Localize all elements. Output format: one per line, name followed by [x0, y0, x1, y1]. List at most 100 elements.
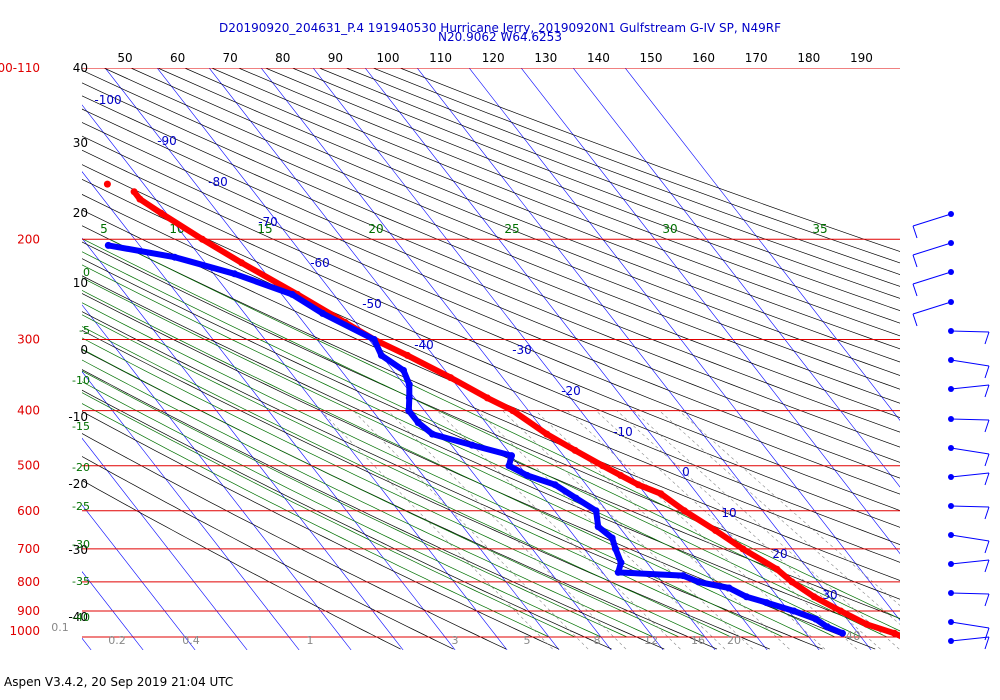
- temperature-point: [136, 195, 144, 203]
- wind-barb-flag: [912, 283, 918, 297]
- isotherm-label: 10: [721, 506, 736, 520]
- dewpoint-point: [505, 462, 513, 470]
- dry-adiabat: [82, 122, 900, 463]
- top-tick-label: 130: [534, 51, 557, 65]
- temperature-point: [483, 394, 491, 402]
- height-label: 20: [73, 206, 88, 220]
- isotherm-label: -40: [414, 338, 434, 352]
- mixing-ratio-line: [535, 410, 790, 650]
- dewpoint-point: [725, 584, 733, 592]
- isotherm-label: -10: [613, 425, 633, 439]
- top-tick-label: 160: [692, 51, 715, 65]
- mixing-ratio-label: 1: [307, 634, 314, 647]
- top-tick-label: 90: [328, 51, 343, 65]
- temperature-point: [571, 446, 579, 454]
- temperature-point: [773, 565, 781, 573]
- top-tick-label: 140: [587, 51, 610, 65]
- mixing-ratio-label: 20: [727, 634, 741, 647]
- moist-adiabat: [82, 337, 706, 638]
- moist-adiabat-label: 25: [504, 222, 519, 236]
- isotherm-label: 0: [682, 465, 690, 479]
- dewpoint-point: [617, 559, 625, 567]
- chart-subtitle: N20.9062 W64.6253: [438, 30, 562, 44]
- mixing-ratio-line: [595, 410, 858, 650]
- height-label: 10: [73, 276, 88, 290]
- dry-adiabat: [237, 68, 900, 324]
- temperature-point: [103, 180, 111, 188]
- temperature-point: [130, 188, 138, 196]
- dewpoint-point: [288, 290, 296, 298]
- moist-adiabat-label: -40: [72, 611, 90, 624]
- moist-adiabat-label: -25: [72, 500, 90, 513]
- wind-barb-shaft: [950, 447, 990, 455]
- dry-adiabat: [82, 433, 507, 650]
- mixing-ratio-label: 8: [594, 634, 601, 647]
- moist-adiabat-label: 5: [100, 222, 108, 236]
- pressure-label: 100-110: [0, 61, 40, 75]
- top-tick-label: 190: [850, 51, 873, 65]
- temperature-point: [238, 259, 246, 267]
- temperature-point: [447, 374, 455, 382]
- moist-adiabat-label: -5: [79, 324, 90, 337]
- wind-barb-flag: [984, 559, 990, 573]
- dry-adiabat: [82, 194, 900, 545]
- wind-barb-flag: [984, 540, 990, 554]
- temperature-point: [891, 629, 898, 637]
- dewpoint-point: [572, 494, 580, 502]
- top-tick-label: 150: [640, 51, 663, 65]
- dewpoint-point: [171, 253, 179, 261]
- dry-adiabat: [82, 108, 900, 448]
- temperature-point: [403, 351, 411, 359]
- isotherm-label: -20: [561, 384, 581, 398]
- dry-adiabat: [82, 225, 900, 581]
- top-tick-label: 110: [429, 51, 452, 65]
- temperature-point: [739, 545, 747, 553]
- dewpoint-point: [414, 419, 422, 427]
- temperature-point: [899, 634, 900, 640]
- chart-title: D20190920_204631_P.4 191940530 Hurricane…: [219, 21, 781, 35]
- wind-barb-shaft: [912, 213, 952, 227]
- isotherm-label: -70: [258, 215, 278, 229]
- mixing-ratio-line: [502, 410, 753, 650]
- temperature-point: [157, 209, 165, 217]
- dry-adiabat: [82, 479, 401, 650]
- moist-adiabat-label: 20: [368, 222, 383, 236]
- dry-adiabat: [372, 68, 900, 264]
- dewpoint-point: [812, 615, 820, 623]
- isotherm-label: 30: [822, 588, 837, 602]
- mixing-ratio-label: 5: [524, 634, 531, 647]
- top-tick-label: 50: [117, 51, 132, 65]
- isotherm-label: -30: [512, 343, 532, 357]
- dewpoint-profile: [105, 242, 846, 637]
- dewpoint-point: [594, 523, 602, 531]
- isotherm-label: 20: [772, 547, 787, 561]
- moist-adiabat-label: -15: [72, 420, 90, 433]
- moist-adiabat: [82, 370, 628, 638]
- moist-adiabat-label: -30: [72, 538, 90, 551]
- dry-adiabat: [82, 241, 900, 600]
- moist-adiabat-label: 35: [812, 222, 827, 236]
- wind-barb-flag: [984, 472, 990, 486]
- dewpoint-point: [614, 568, 622, 576]
- dewpoint-point: [468, 441, 476, 449]
- dry-adiabat: [82, 135, 900, 479]
- wind-barb-shaft: [950, 534, 990, 542]
- isotherm-label: -80: [208, 175, 228, 189]
- wind-barb-shaft: [950, 592, 990, 595]
- dry-adiabat: [82, 349, 718, 650]
- moist-adiabat-label: 30: [662, 222, 677, 236]
- mixing-ratio-label: 0.2: [108, 634, 126, 647]
- temperature-profile: [131, 188, 900, 640]
- moist-adiabat-label: -20: [72, 461, 90, 474]
- dry-adiabat: [82, 82, 900, 418]
- temperature-point: [681, 507, 688, 515]
- dry-adiabat: [82, 369, 665, 650]
- dewpoint-point: [551, 481, 559, 489]
- wind-barb-shaft: [950, 559, 990, 565]
- dewpoint-point: [319, 309, 327, 317]
- top-tick-label: 180: [797, 51, 820, 65]
- axis-labels: 50 60 70 80 90 100 110 120 130 140 150 160 170 180 190…: [51, 51, 873, 647]
- isotherm-label: -50: [362, 297, 382, 311]
- wind-barbs: [912, 211, 990, 650]
- wind-barb-flag: [984, 627, 990, 641]
